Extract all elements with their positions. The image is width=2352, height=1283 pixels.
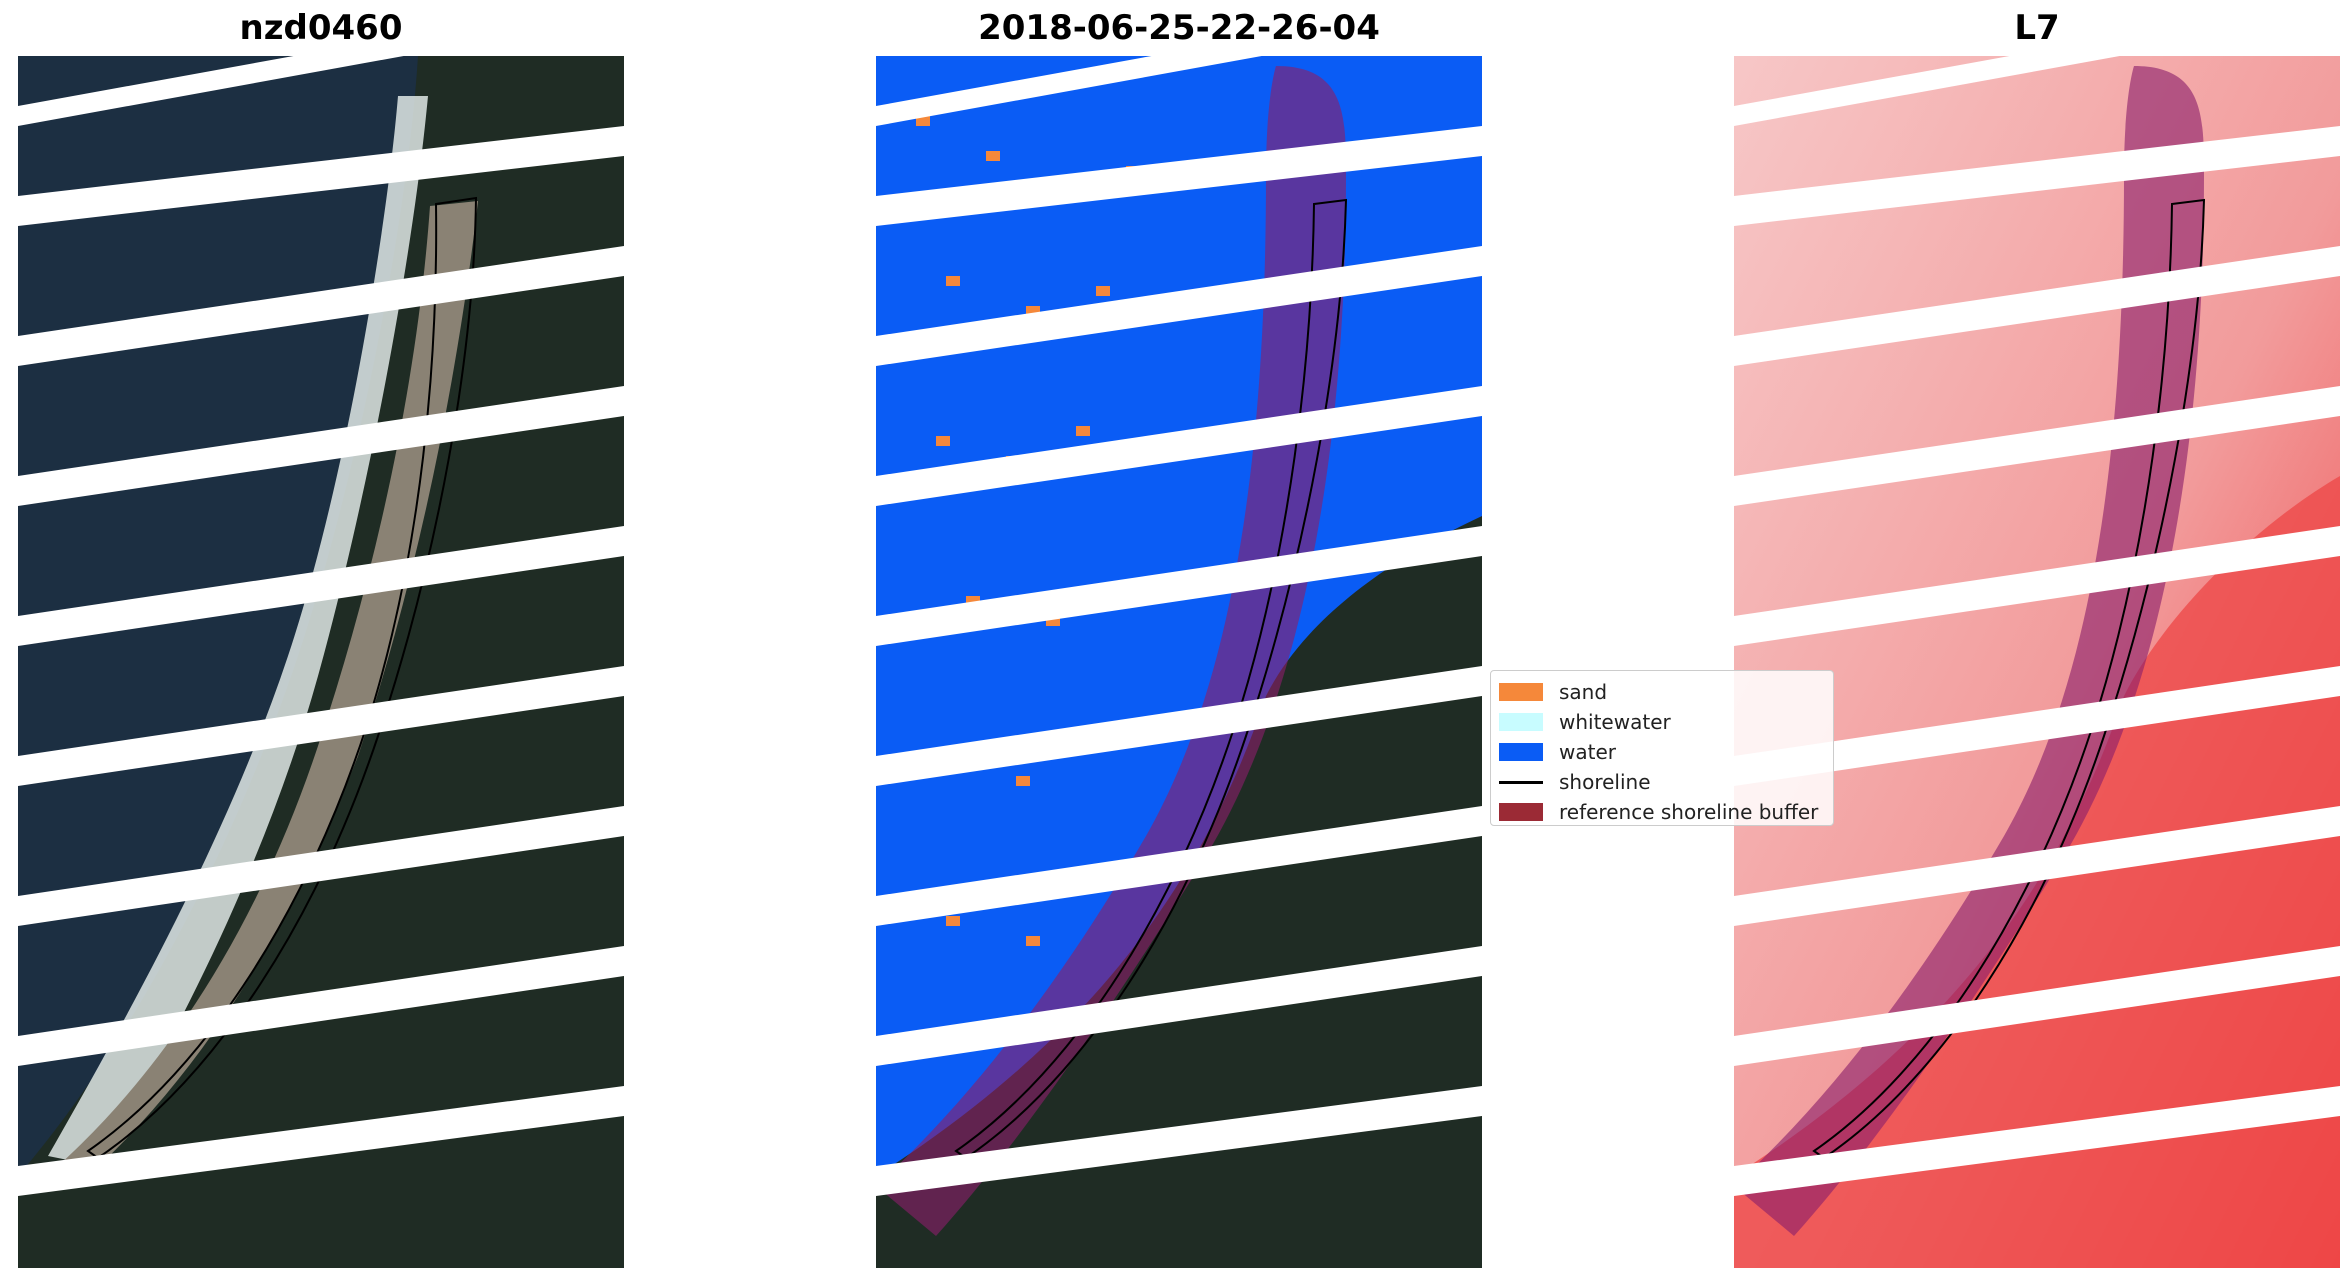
panel-title-index: L7 xyxy=(2014,8,2060,48)
classification-image xyxy=(876,56,1482,1268)
rgb-image xyxy=(18,56,624,1268)
index-image xyxy=(1734,56,2340,1268)
legend-swatch-water xyxy=(1499,743,1543,761)
legend-item-sand: sand xyxy=(1499,677,1825,707)
legend-line-shoreline xyxy=(1499,780,1543,784)
panel-title-rgb: nzd0460 xyxy=(239,8,403,48)
classification-panel xyxy=(876,56,1482,1268)
legend-swatch-buffer xyxy=(1499,803,1543,821)
panel-title-classification: 2018-06-25-22-26-04 xyxy=(978,8,1380,48)
legend-label-buffer: reference shoreline buffer xyxy=(1559,800,1819,824)
legend-item-water: water xyxy=(1499,737,1825,767)
legend-label-shoreline: shoreline xyxy=(1559,770,1651,794)
legend-label-whitewater: whitewater xyxy=(1559,710,1671,734)
rgb-image-panel xyxy=(18,56,624,1268)
legend-swatch-sand xyxy=(1499,683,1543,701)
legend: sand whitewater water shoreline referenc… xyxy=(1490,670,1834,826)
legend-item-whitewater: whitewater xyxy=(1499,707,1825,737)
legend-label-water: water xyxy=(1559,740,1616,764)
legend-item-buffer: reference shoreline buffer xyxy=(1499,797,1825,825)
legend-label-sand: sand xyxy=(1559,680,1608,704)
legend-swatch-whitewater xyxy=(1499,713,1543,731)
legend-item-shoreline: shoreline xyxy=(1499,767,1825,797)
index-panel xyxy=(1734,56,2340,1268)
